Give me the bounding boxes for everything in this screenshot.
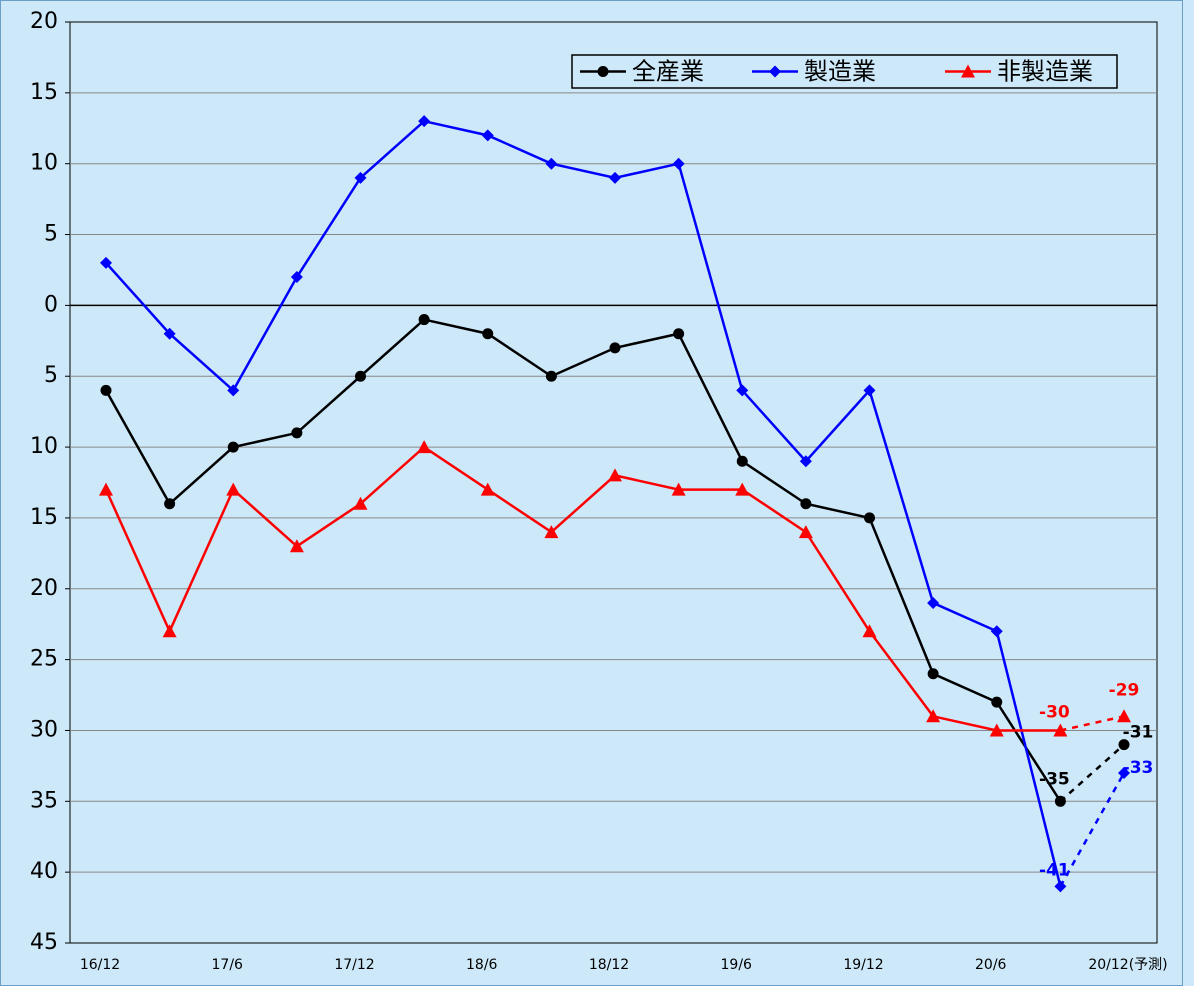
point [418, 314, 430, 326]
point [226, 482, 241, 496]
legend-marker [961, 64, 975, 78]
point [162, 624, 177, 638]
x-tick-label: 18/12 [589, 957, 629, 973]
series-line [104, 318, 1062, 802]
point [863, 384, 876, 397]
point [671, 482, 686, 496]
point [289, 539, 304, 553]
point [417, 440, 432, 454]
data-label: -35 [1039, 769, 1070, 789]
point [864, 512, 875, 524]
y-tick-label: 20 [30, 576, 58, 601]
point [1053, 723, 1068, 737]
data-label: -29 [1109, 680, 1140, 700]
x-tick-label: 17/12 [334, 957, 374, 973]
point [991, 696, 1003, 708]
data-label: -31 [1123, 723, 1154, 743]
point [164, 498, 176, 510]
point [100, 256, 112, 269]
forecast-line [1059, 743, 1125, 803]
y-tick-label: 45 [30, 930, 58, 955]
x-tick-label: 19/12 [843, 957, 883, 973]
point [673, 328, 685, 340]
x-tick-label: 19/6 [721, 957, 753, 973]
x-tick-label: 18/6 [466, 957, 498, 973]
point [1118, 766, 1130, 779]
point [609, 342, 621, 354]
point [926, 709, 941, 723]
point [800, 498, 812, 510]
legend-label: 全産業 [632, 58, 704, 86]
plot-area [69, 21, 1158, 944]
data-label: -41 [1039, 860, 1070, 880]
point [799, 455, 812, 468]
y-tick-label: 40 [30, 859, 58, 884]
point [736, 455, 748, 467]
point [736, 384, 749, 397]
point [100, 384, 112, 396]
point [545, 157, 558, 170]
point [672, 157, 685, 170]
point [544, 525, 559, 539]
data-label: -33 [1123, 758, 1154, 778]
point [99, 482, 113, 496]
legend-box [571, 54, 1118, 89]
y-tick-label: 35 [30, 788, 58, 813]
series-line [104, 445, 1061, 732]
point [927, 596, 940, 609]
legend-label: 製造業 [804, 58, 876, 86]
point [482, 328, 494, 340]
point [609, 171, 621, 184]
data-label: -30 [1039, 702, 1070, 722]
point [418, 115, 431, 128]
point [989, 723, 1004, 737]
point [480, 482, 495, 496]
y-tick-label: 10 [30, 151, 58, 176]
point [798, 525, 813, 539]
y-tick-label: 15 [30, 80, 58, 105]
point [163, 327, 176, 340]
x-tick-label: 20/12(予測) [1088, 957, 1167, 973]
y-tick-label: 15 [30, 505, 58, 530]
y-tick-label: 25 [30, 647, 58, 672]
point [481, 129, 494, 142]
legend-label: 非製造業 [997, 58, 1093, 86]
y-tick-label: 30 [30, 717, 58, 742]
point [990, 625, 1003, 638]
x-tick-label: 17/6 [212, 957, 244, 973]
point [608, 468, 622, 482]
point [355, 370, 366, 382]
point [545, 370, 557, 382]
series-line [105, 119, 1062, 887]
point [862, 624, 877, 638]
y-tick-label: 5 [44, 363, 58, 388]
point [353, 496, 368, 510]
y-tick-label: 5 [44, 222, 58, 247]
y-tick-label: 0 [44, 292, 58, 317]
point [1054, 880, 1067, 893]
y-tick-label: 20 [30, 9, 58, 34]
point [291, 427, 303, 439]
x-tick-label: 16/12 [80, 957, 120, 973]
legend-marker [597, 66, 609, 77]
point [227, 384, 240, 397]
point [735, 482, 750, 496]
point [290, 271, 303, 284]
y-tick-label: 10 [30, 434, 58, 459]
point [227, 441, 239, 453]
point [927, 668, 939, 680]
legend-marker [769, 65, 781, 78]
point [1117, 709, 1131, 723]
point [1118, 739, 1130, 751]
x-tick-label: 20/6 [975, 957, 1007, 973]
forecast-line [1059, 772, 1126, 887]
point [354, 171, 367, 184]
point [1054, 795, 1066, 807]
